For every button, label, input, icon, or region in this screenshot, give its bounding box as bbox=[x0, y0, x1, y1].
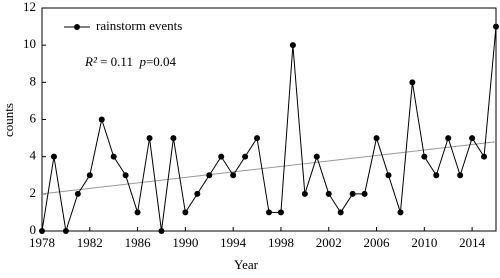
x-tick-label: 1990 bbox=[172, 235, 198, 250]
x-tick-label: 1998 bbox=[268, 235, 294, 250]
point bbox=[110, 153, 117, 160]
x-tick-label: 2002 bbox=[316, 235, 342, 250]
point bbox=[206, 172, 213, 179]
point bbox=[134, 209, 141, 216]
legend-marker bbox=[74, 24, 80, 30]
point bbox=[457, 172, 464, 179]
annotation-part: R² bbox=[84, 54, 98, 69]
y-tick-label: 12 bbox=[23, 0, 36, 14]
x-tick-label: 2006 bbox=[364, 235, 391, 250]
x-tick-label: 1986 bbox=[125, 235, 152, 250]
point bbox=[62, 228, 69, 234]
point bbox=[98, 116, 105, 123]
point bbox=[50, 153, 57, 160]
annotation: R² = 0.11 p=0.04 bbox=[84, 54, 177, 69]
y-tick-label: 8 bbox=[30, 73, 37, 88]
point bbox=[194, 190, 201, 197]
annotation-part: =0.04 bbox=[146, 54, 177, 69]
x-tick-label: 1994 bbox=[220, 235, 247, 250]
point bbox=[493, 23, 499, 30]
point bbox=[158, 228, 165, 234]
point bbox=[266, 209, 272, 216]
point bbox=[218, 153, 225, 160]
point bbox=[122, 172, 129, 179]
point bbox=[289, 42, 296, 49]
point bbox=[409, 79, 416, 86]
x-tick-label: 1982 bbox=[77, 235, 103, 250]
annotation-part: = 0.11 bbox=[97, 54, 140, 69]
trend-line bbox=[41, 141, 497, 195]
point bbox=[481, 153, 488, 160]
point bbox=[39, 228, 45, 234]
point bbox=[469, 135, 476, 142]
legend-label: rainstorm events bbox=[96, 18, 182, 33]
point bbox=[146, 135, 153, 142]
point bbox=[385, 172, 392, 179]
point bbox=[361, 190, 368, 197]
point bbox=[86, 172, 93, 179]
x-tick-label: 1978 bbox=[29, 235, 55, 250]
point bbox=[182, 209, 189, 216]
point bbox=[397, 209, 404, 216]
annotation-part: p bbox=[138, 54, 146, 69]
point bbox=[421, 153, 428, 160]
point bbox=[170, 135, 177, 142]
point bbox=[325, 190, 332, 197]
point bbox=[74, 190, 81, 197]
x-tick-label: 2010 bbox=[411, 235, 437, 250]
point bbox=[313, 153, 320, 160]
point bbox=[337, 209, 344, 216]
point bbox=[242, 153, 249, 160]
point bbox=[373, 135, 380, 142]
y-tick-label: 6 bbox=[30, 110, 37, 125]
y-tick-label: 10 bbox=[23, 36, 36, 51]
point bbox=[254, 135, 261, 142]
y-tick-label: 0 bbox=[30, 222, 37, 237]
point bbox=[277, 209, 284, 216]
x-axis-label: Year bbox=[234, 257, 259, 272]
plot-frame bbox=[41, 7, 497, 232]
point bbox=[445, 135, 452, 142]
x-tick-label: 2014 bbox=[459, 235, 486, 250]
point bbox=[230, 172, 237, 179]
point bbox=[301, 190, 308, 197]
point bbox=[349, 190, 356, 197]
y-axis-label: counts bbox=[1, 103, 16, 137]
y-tick-label: 2 bbox=[30, 185, 37, 200]
y-tick-label: 4 bbox=[30, 148, 37, 163]
point bbox=[433, 172, 440, 179]
